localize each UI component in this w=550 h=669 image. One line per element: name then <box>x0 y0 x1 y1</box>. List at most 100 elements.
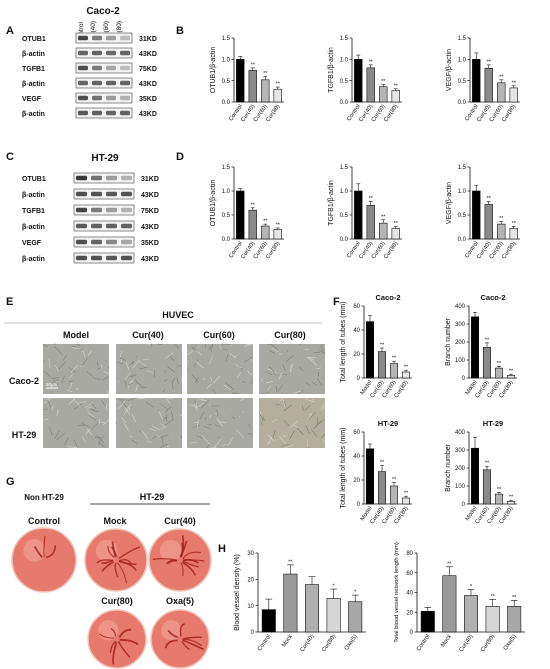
tube-texture <box>54 430 60 440</box>
cam-egg-image <box>84 528 148 592</box>
blot-row-label: VEGF <box>22 240 42 247</box>
y-tick-label: 1.5 <box>458 165 467 171</box>
significance-mark: ** <box>381 79 386 85</box>
bar <box>305 584 319 633</box>
tube-texture <box>305 425 311 435</box>
image-background <box>43 398 109 448</box>
blood-vessel <box>43 535 46 557</box>
tube-texture <box>178 414 183 416</box>
tube-texture <box>283 419 292 428</box>
blood-vessel <box>109 640 117 654</box>
image-background <box>116 398 182 448</box>
bar <box>506 374 516 379</box>
bar <box>509 87 518 103</box>
tube-texture <box>209 414 212 418</box>
tube-texture <box>309 358 318 366</box>
tube-texture <box>80 365 83 367</box>
tube-texture <box>72 347 81 350</box>
tube-texture <box>265 380 274 384</box>
blot-size-label: 43KD <box>139 51 157 58</box>
chart-title: HT-29 <box>483 419 503 428</box>
significance-mark: ** <box>509 369 514 375</box>
blot-size-label: 43KD <box>141 256 159 263</box>
tube-texture <box>232 392 239 394</box>
tube-texture <box>145 401 154 408</box>
blood-vessel <box>107 545 115 558</box>
tube-texture <box>161 426 165 430</box>
y-axis-label: VEGF/β-actin <box>446 182 453 224</box>
tube-texture <box>49 426 53 436</box>
tube-texture <box>131 439 138 445</box>
tube-texture <box>286 349 289 353</box>
blot-strip <box>73 204 135 216</box>
blot-band <box>91 255 102 261</box>
blot-band <box>121 239 132 245</box>
western-blot-caco2: Caco-2 Control Cur(40) Cur(60) Cur(80) O… <box>22 6 157 119</box>
tube-texture <box>209 343 214 350</box>
significance-mark: ** <box>512 221 517 227</box>
y-tick-label: 40 <box>406 591 413 597</box>
tube-texture <box>180 435 183 439</box>
blood-vessel <box>118 546 141 560</box>
tube-texture <box>68 398 76 405</box>
y-tick-label: 0.0 <box>458 237 467 243</box>
blood-vessel <box>96 559 114 564</box>
blot-band <box>120 65 130 71</box>
tube-texture <box>290 364 292 373</box>
blot-size-label: 43KD <box>141 224 159 231</box>
tube-texture <box>77 401 87 404</box>
tube-texture <box>130 375 139 384</box>
tube-texture <box>101 400 106 406</box>
tube-texture <box>145 370 153 373</box>
bar <box>261 609 276 633</box>
significance-mark: ** <box>509 495 514 501</box>
y-tick-label: 0.5 <box>340 213 349 219</box>
tube-texture <box>106 390 110 395</box>
blot-row-label: β-actin <box>22 51 45 58</box>
bar <box>261 79 270 103</box>
cam-label: Cur(40) <box>164 516 196 526</box>
y-tick-label: 0.5 <box>458 213 467 219</box>
blot-row-label: TGFB1 <box>22 208 45 215</box>
tube-texture <box>68 373 74 379</box>
y-tick-label: 1.5 <box>340 36 349 42</box>
tube-texture <box>230 353 236 358</box>
huvec-tube-images: HUVEC Model Cur(40) Cur(60) Cur(80) Caco… <box>4 310 326 449</box>
panel-letter-e: E <box>6 296 13 308</box>
tube-texture <box>51 377 59 386</box>
tube-texture <box>214 424 222 428</box>
blood-vessel <box>110 546 117 558</box>
blood-vessel <box>181 640 191 651</box>
cam-egg-image <box>148 528 212 592</box>
significance-mark: ** <box>487 196 492 202</box>
blot-band <box>106 223 117 229</box>
y-tick-label: 20 <box>353 478 360 484</box>
tube-texture <box>118 380 121 383</box>
tube-texture <box>48 359 51 368</box>
y-tick-label: 80 <box>406 551 413 557</box>
blood-vessel <box>112 641 118 665</box>
egg-highlight <box>98 620 119 641</box>
bar <box>464 595 478 633</box>
bar <box>389 363 399 379</box>
microscopy-image <box>42 343 110 395</box>
blot-band <box>78 80 88 86</box>
tube-texture <box>316 417 319 427</box>
blot-row-label: TGFB1 <box>22 66 45 73</box>
tube-texture <box>200 400 209 409</box>
blot-band <box>120 50 130 56</box>
tube-texture <box>225 382 235 390</box>
tube-texture <box>127 397 136 401</box>
y-tick-label: 30 <box>247 551 254 557</box>
significance-mark: ** <box>251 202 256 208</box>
bar <box>494 367 504 379</box>
microscopy-image <box>115 397 183 449</box>
y-axis-label: Blood vessel density (%) <box>234 554 241 631</box>
bar <box>482 347 492 379</box>
tube-texture <box>248 423 251 429</box>
tube-texture <box>308 413 312 416</box>
significance-mark: ** <box>487 59 492 65</box>
bar <box>348 601 363 633</box>
